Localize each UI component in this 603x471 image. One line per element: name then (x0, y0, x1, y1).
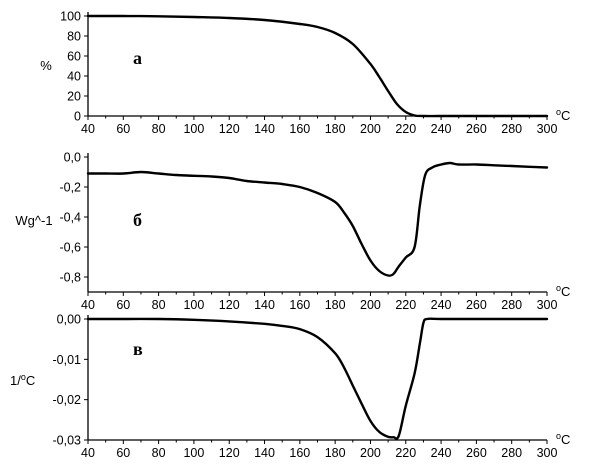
x-tick-label: 240 (431, 298, 452, 312)
x-tick-label: 180 (325, 446, 346, 460)
y-tick-label: -0,02 (53, 393, 82, 407)
x-tick-label: 60 (116, 446, 130, 460)
x-tick-label: 120 (219, 298, 240, 312)
x-tick-label: 180 (325, 122, 346, 136)
panel-label: б (133, 210, 142, 230)
x-tick-label: 220 (395, 298, 416, 312)
x-tick-label: 260 (466, 122, 487, 136)
y-tick-label: 80 (67, 30, 81, 44)
x-axis-unit: oC (556, 431, 570, 447)
x-tick-label: 260 (466, 298, 487, 312)
series-line-1 (86, 14, 549, 118)
x-tick-label: 220 (395, 122, 416, 136)
x-tick-label: 280 (501, 298, 522, 312)
x-tick-label: 160 (289, 298, 310, 312)
x-tick-label: 280 (501, 446, 522, 460)
y-tick-label: -0,4 (59, 211, 81, 225)
chart-panels: 40 60 80 100 120 140 160 180 200 220 240 260 280 3001… (10, 10, 570, 461)
x-tick-label: 260 (466, 446, 487, 460)
x-axis-unit: oC (556, 283, 570, 299)
x-tick-label: 160 (289, 446, 310, 460)
x-tick-label: 140 (254, 298, 275, 312)
x-tick-label: 300 (537, 122, 558, 136)
y-axis-label: % (40, 58, 52, 73)
y-axis-label: 1/oC (10, 372, 35, 388)
y-tick-label: -0,03 (53, 434, 82, 448)
y-tick-label: -0,2 (59, 181, 81, 195)
y-tick-label: 20 (67, 90, 81, 104)
x-axis-unit: oC (556, 107, 570, 123)
x-tick-label: 60 (116, 298, 130, 312)
x-tick-label: 200 (360, 122, 381, 136)
x-tick-label: 300 (537, 446, 558, 460)
x-tick-label: 80 (152, 298, 166, 312)
x-tick-label: 240 (431, 446, 452, 460)
y-tick-label: 60 (67, 50, 81, 64)
y-axis-label: Wg^-1 (15, 213, 52, 228)
series-line-1 (86, 317, 549, 440)
x-tick-label: 180 (325, 298, 346, 312)
chart-panel-3: 40 60 80 100 120 140 160 180 200 220 240 260 280 300 0… (10, 313, 570, 461)
x-tick-label: 120 (219, 446, 240, 460)
y-tick-label: -0,6 (59, 241, 81, 255)
series-line-1 (86, 161, 549, 277)
x-tick-label: 60 (116, 122, 130, 136)
y-tick-label: -0,01 (53, 353, 82, 367)
x-tick-label: 200 (360, 298, 381, 312)
panel-label: в (133, 339, 143, 359)
y-tick-label: -0,8 (59, 271, 81, 285)
x-tick-label: 140 (254, 446, 275, 460)
y-tick-label: 0 (74, 110, 81, 124)
y-tick-label: 40 (67, 70, 81, 84)
x-tick-label: 80 (152, 446, 166, 460)
chart-panel-2: 40 60 80 100 120 140 160 180 200 220 240 260 280 300 0… (15, 151, 570, 313)
x-tick-label: 140 (254, 122, 275, 136)
x-tick-label: 220 (395, 446, 416, 460)
x-tick-label: 40 (81, 122, 95, 136)
x-tick-label: 40 (81, 298, 95, 312)
x-tick-label: 100 (183, 122, 204, 136)
x-tick-label: 200 (360, 446, 381, 460)
x-tick-label: 120 (219, 122, 240, 136)
x-tick-label: 160 (289, 122, 310, 136)
chart-panel-1: 40 60 80 100 120 140 160 180 200 220 240 260 280 3001… (40, 10, 570, 137)
x-tick-label: 100 (183, 298, 204, 312)
x-tick-label: 240 (431, 122, 452, 136)
y-tick-label: 100 (60, 10, 81, 24)
x-tick-label: 40 (81, 446, 95, 460)
x-tick-label: 80 (152, 122, 166, 136)
y-tick-label: 0,0 (64, 151, 81, 165)
x-tick-label: 100 (183, 446, 204, 460)
x-tick-label: 300 (537, 298, 558, 312)
x-tick-label: 280 (501, 122, 522, 136)
y-tick-label: 0,00 (57, 313, 81, 327)
panel-label: а (133, 48, 142, 68)
